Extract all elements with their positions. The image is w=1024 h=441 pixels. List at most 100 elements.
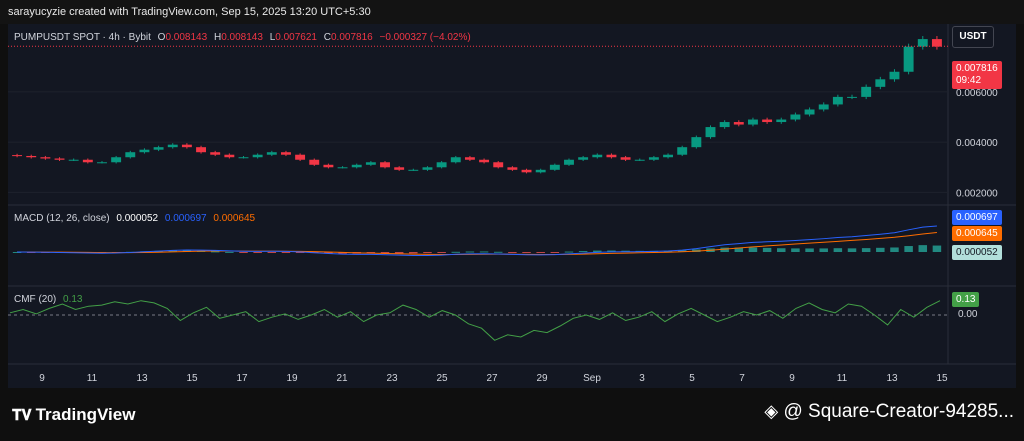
macd-hist-value: 0.000052 xyxy=(116,213,159,224)
macd-histogram-bar xyxy=(762,247,772,252)
macd-histogram-bar xyxy=(536,252,545,253)
macd-line-value: 0.000697 xyxy=(164,213,207,224)
currency-button[interactable]: USDT xyxy=(952,26,994,48)
candle-body xyxy=(521,169,532,173)
candle-body xyxy=(663,154,673,158)
candle-body xyxy=(167,144,178,148)
candle-body xyxy=(903,46,914,72)
candle-body xyxy=(97,162,107,164)
cmf-legend: CMF (20) 0.13 xyxy=(14,294,86,305)
candle-body xyxy=(917,39,928,47)
x-tick-label: 11 xyxy=(837,373,848,384)
candle-body xyxy=(309,159,320,165)
x-tick-label: 13 xyxy=(886,373,898,384)
candle-body xyxy=(493,162,504,168)
candle-body xyxy=(620,157,631,160)
candle-body xyxy=(26,155,37,158)
candle-body xyxy=(422,167,433,170)
macd-histogram-bar xyxy=(366,252,376,254)
high-label: H xyxy=(213,32,222,43)
x-tick-label: 3 xyxy=(639,373,645,384)
macd-histogram-bar xyxy=(720,247,729,252)
x-tick-label: 9 xyxy=(39,373,45,384)
candle-body xyxy=(351,164,362,168)
candle-body xyxy=(549,164,560,170)
candle-body xyxy=(634,159,645,161)
macd-histogram-bar xyxy=(210,251,220,253)
macd-histogram-bar xyxy=(508,252,517,253)
cmf-line xyxy=(9,300,941,341)
footer xyxy=(0,388,1024,441)
candle-body xyxy=(68,159,79,161)
candle-body xyxy=(196,147,206,153)
cmf-zero-label: 0.00 xyxy=(958,309,978,320)
macd-title: MACD (12, 26, close) xyxy=(14,213,110,224)
author-tag: ◈ @ Square-Creator-94285... xyxy=(764,401,1014,423)
macd-histogram-bar xyxy=(847,248,857,252)
x-tick-label: 15 xyxy=(936,373,948,384)
macd-histogram-bar xyxy=(805,248,814,252)
macd-signal-line xyxy=(17,231,937,256)
countdown: 09:42 xyxy=(956,75,982,86)
x-tick-label: 9 xyxy=(789,373,795,384)
macd-signal-value: 0.000645 xyxy=(213,213,256,224)
macd-histogram-bar xyxy=(677,250,687,252)
candle-body xyxy=(762,119,773,123)
last-price-value: 0.007816 xyxy=(956,63,998,74)
candle-body xyxy=(705,127,716,138)
low-label: L xyxy=(269,32,276,43)
macd-histogram-bar xyxy=(777,248,786,252)
candle-body xyxy=(931,39,942,47)
macd-hist-badge: 0.000052 xyxy=(952,245,1002,260)
candle-body xyxy=(365,162,376,165)
candle-body xyxy=(818,104,829,110)
tv-logo-icon: 𝐓𝐕 xyxy=(12,407,32,424)
macd-histogram-bar xyxy=(451,251,461,253)
candle-body xyxy=(691,137,702,148)
candle-body xyxy=(252,154,263,158)
last-price-badge: 0.007816 09:42 xyxy=(952,61,1002,89)
author-name: @ Square-Creator-94285... xyxy=(783,401,1014,422)
brand-name: TradingView xyxy=(35,405,136,424)
candle-body xyxy=(408,169,419,171)
candle-body xyxy=(578,157,589,160)
macd-histogram-bar xyxy=(225,251,234,253)
change-value: −0.000327 (−4.02%) xyxy=(379,32,471,43)
symbol-title: PUMPUSDT SPOT · 4h · Bybit xyxy=(14,32,151,43)
x-tick-label: 21 xyxy=(336,373,348,384)
macd-histogram-bar xyxy=(593,250,602,252)
macd-histogram-bar xyxy=(295,252,305,253)
candle-body xyxy=(153,147,164,150)
macd-histogram-bar xyxy=(791,248,800,252)
macd-histogram-bar xyxy=(465,251,475,253)
candle-body xyxy=(82,159,93,163)
macd-line-badge: 0.000697 xyxy=(952,210,1002,225)
cmf-badge: 0.13 xyxy=(952,292,980,307)
macd-histogram-bar xyxy=(833,248,843,252)
chart-svg[interactable]: 0.002000 0.004000 0.006000 9 11 13 15 17 19 21 23 2… xyxy=(8,24,1016,388)
candle-body xyxy=(592,154,603,158)
macd-histogram-bar xyxy=(904,246,913,252)
candle-body xyxy=(139,149,150,153)
x-tick-label: 27 xyxy=(486,373,498,384)
cmf-value: 0.13 xyxy=(63,294,83,305)
candle-body xyxy=(804,109,815,115)
candle-body xyxy=(380,162,390,168)
candle-body xyxy=(224,154,235,158)
close-value: 0.007816 xyxy=(330,32,373,43)
macd-histogram-bar xyxy=(564,251,574,253)
candle-body xyxy=(464,157,475,160)
x-tick-label: 15 xyxy=(186,373,198,384)
macd-histogram-bar xyxy=(168,250,177,252)
chart-caption: sarayucyzie created with TradingView.com… xyxy=(8,6,371,18)
candle-body xyxy=(733,122,744,125)
macd-histogram-bar xyxy=(578,251,588,253)
chart-area[interactable]: 0.002000 0.004000 0.006000 9 11 13 15 17 19 21 23 2… xyxy=(8,24,1016,388)
x-tick-label: Sep xyxy=(583,373,601,384)
candle-body xyxy=(648,157,659,160)
macd-histogram-bar xyxy=(522,252,531,253)
candle-body xyxy=(111,157,122,163)
top-bar: sarayucyzie created with TradingView.com… xyxy=(0,0,1024,24)
candle-body xyxy=(12,155,23,157)
x-tick-label: 29 xyxy=(536,373,548,384)
